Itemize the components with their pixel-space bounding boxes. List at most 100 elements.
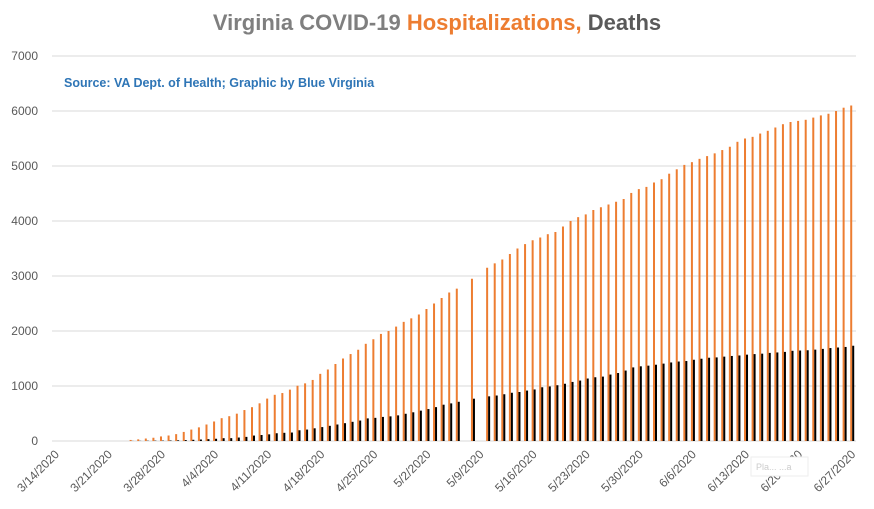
x-tick-label: 5/23/2020: [545, 447, 593, 495]
watermark-text: Pla... ...a: [756, 462, 792, 472]
bar-deaths: [192, 439, 195, 441]
bar-deaths: [389, 416, 392, 441]
bar-hospitalizations: [417, 314, 420, 441]
bar-hospitalizations: [607, 204, 610, 441]
bar-deaths: [677, 361, 680, 441]
y-tick-label: 6000: [11, 104, 38, 118]
bar-hospitalizations: [637, 189, 640, 441]
bar-deaths: [708, 357, 711, 441]
bar-deaths: [207, 439, 210, 441]
bar-hospitalizations: [789, 122, 792, 441]
bar-hospitalizations: [220, 418, 223, 441]
bar-hospitalizations: [835, 111, 838, 441]
bar-deaths: [799, 350, 802, 441]
bar-deaths: [199, 439, 202, 441]
x-tick-label: 4/11/2020: [227, 447, 274, 494]
bar-hospitalizations: [152, 437, 155, 441]
bar-deaths: [298, 430, 301, 441]
bar-deaths: [776, 352, 779, 441]
bar-deaths: [457, 401, 460, 441]
bar-hospitalizations: [736, 141, 739, 442]
bar-deaths: [230, 438, 233, 441]
bar-hospitalizations: [546, 234, 549, 441]
bar-deaths: [526, 390, 529, 441]
bar-deaths: [746, 354, 749, 441]
y-tick-label: 1000: [11, 379, 38, 393]
bar-deaths: [177, 440, 180, 441]
x-tick-label: 4/18/2020: [280, 447, 328, 495]
bar-hospitalizations: [334, 364, 337, 441]
bar-deaths: [366, 418, 369, 441]
bar-deaths: [518, 392, 521, 441]
x-tick-label: 4/25/2020: [333, 447, 381, 495]
bar-hospitalizations: [698, 158, 701, 441]
bar-deaths: [806, 350, 809, 441]
bar-hospitalizations: [516, 248, 519, 441]
bar-deaths: [435, 407, 438, 441]
bar-hospitalizations: [706, 156, 709, 441]
bar-deaths: [184, 440, 187, 441]
bar-deaths: [632, 367, 635, 441]
bar-hospitalizations: [144, 438, 147, 441]
bar-hospitalizations: [751, 136, 754, 441]
bar-deaths: [313, 428, 316, 441]
y-tick-label: 2000: [11, 324, 38, 338]
bar-deaths: [488, 396, 491, 441]
x-tick-label: 5/16/2020: [492, 447, 540, 495]
bar-hospitalizations: [288, 389, 291, 441]
bar-hospitalizations: [539, 237, 542, 441]
chart-title: Virginia COVID-19 Hospitalizations, Deat…: [0, 10, 874, 36]
bar-deaths: [397, 415, 400, 441]
bar-hospitalizations: [690, 162, 693, 441]
bar-hospitalizations: [804, 119, 807, 442]
bar-hospitalizations: [258, 403, 261, 441]
bar-deaths: [548, 386, 551, 441]
bar-deaths: [723, 356, 726, 441]
x-tick-label: 5/2/2020: [391, 447, 434, 490]
title-part-hospitalizations: Hospitalizations,: [406, 10, 588, 35]
bar-deaths: [222, 438, 225, 441]
bar-hospitalizations: [213, 421, 216, 441]
bar-hospitalizations: [357, 349, 360, 441]
bar-hospitalizations: [448, 292, 451, 441]
bar-deaths: [586, 378, 589, 441]
title-part-virginia: Virginia COVID-19: [212, 10, 407, 35]
bar-deaths: [412, 412, 415, 441]
y-tick-label: 7000: [11, 49, 38, 63]
bar-hospitalizations: [273, 394, 276, 441]
bar-hospitalizations: [842, 107, 845, 441]
bar-hospitalizations: [205, 424, 208, 441]
bar-deaths: [617, 373, 620, 441]
bar-deaths: [852, 345, 855, 441]
bar-hospitalizations: [774, 127, 777, 441]
bar-deaths: [821, 348, 824, 442]
bar-hospitalizations: [319, 373, 322, 441]
bar-hospitalizations: [744, 138, 747, 441]
bar-deaths: [791, 350, 794, 441]
bar-deaths: [404, 413, 407, 441]
bar-deaths: [268, 434, 271, 441]
bar-deaths: [253, 435, 255, 441]
bar-deaths: [639, 366, 642, 441]
bar-hospitalizations: [159, 436, 162, 441]
bar-deaths: [260, 435, 263, 441]
bar-hospitalizations: [137, 439, 140, 441]
bar-hospitalizations: [569, 221, 572, 441]
y-tick-label: 5000: [11, 159, 38, 173]
bar-hospitalizations: [531, 240, 534, 441]
watermark: Pla... ...a: [750, 456, 809, 477]
bar-hospitalizations: [622, 199, 625, 441]
bar-hospitalizations: [440, 298, 443, 441]
bar-deaths: [541, 387, 544, 441]
bar-hospitalizations: [524, 244, 527, 441]
bar-deaths: [472, 398, 475, 441]
bar-deaths: [829, 348, 832, 441]
bar-deaths: [594, 377, 597, 441]
x-tick-label: 4/4/2020: [178, 447, 221, 490]
bar-hospitalizations: [410, 318, 413, 441]
bar-deaths: [275, 433, 278, 441]
bar-deaths: [738, 355, 741, 441]
bar-deaths: [579, 380, 582, 441]
bar-deaths: [237, 437, 240, 441]
